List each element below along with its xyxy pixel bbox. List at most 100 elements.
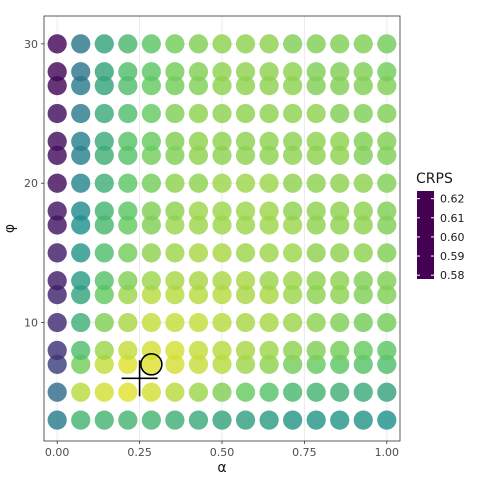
data-point [377, 131, 397, 152]
data-point [188, 285, 209, 305]
data-point [141, 285, 161, 305]
data-point [235, 173, 256, 193]
data-point [188, 340, 209, 361]
data-point [165, 215, 185, 235]
data-point [330, 62, 350, 82]
data-point [47, 173, 67, 193]
data-point [94, 312, 114, 333]
data-point [306, 62, 326, 82]
data-point [212, 145, 232, 165]
data-point [47, 145, 67, 165]
data-point [377, 340, 397, 361]
data-point [47, 340, 67, 361]
data-point [141, 145, 161, 165]
data-point [330, 76, 350, 96]
data-point [71, 173, 91, 193]
data-point [377, 382, 397, 402]
data-point [259, 410, 279, 430]
data-point [188, 243, 209, 263]
data-point [47, 354, 67, 374]
data-point [283, 34, 303, 54]
data-point [118, 243, 138, 263]
data-point [259, 271, 279, 291]
data-point [235, 62, 256, 82]
data-point [353, 271, 373, 291]
data-point [94, 340, 114, 361]
data-point [94, 34, 114, 54]
data-point [94, 62, 114, 82]
data-point [353, 285, 373, 305]
data-point [212, 354, 232, 374]
y-axis-title: φ [2, 224, 18, 233]
legend-ticks: 0.62 0.61 0.60 0.59 0.58 [417, 193, 465, 282]
data-point [94, 145, 114, 165]
data-point [353, 410, 373, 430]
data-point [377, 215, 397, 235]
data-point [330, 173, 350, 193]
data-point [306, 34, 326, 54]
data-point [353, 354, 373, 374]
data-point [212, 131, 232, 152]
data-point [259, 103, 279, 124]
data-point [141, 410, 161, 430]
data-point [283, 285, 303, 305]
data-point [259, 201, 279, 221]
data-point [235, 131, 256, 152]
data-point [118, 103, 138, 124]
data-point [47, 410, 67, 430]
data-point [141, 243, 161, 263]
data-point [283, 131, 303, 152]
data-point [283, 173, 303, 193]
data-point [165, 285, 185, 305]
data-point [306, 243, 326, 263]
data-point [188, 382, 209, 402]
data-point [235, 103, 256, 124]
data-point [353, 76, 373, 96]
data-point [377, 145, 397, 165]
data-point [212, 271, 232, 291]
data-point [235, 382, 256, 402]
data-point [118, 62, 138, 82]
data-point [330, 340, 350, 361]
data-point [47, 271, 67, 291]
data-point [118, 173, 138, 193]
data-point [212, 312, 232, 333]
data-point [71, 382, 91, 402]
data-point [330, 312, 350, 333]
data-point [353, 201, 373, 221]
data-point [141, 215, 161, 235]
data-point [71, 243, 91, 263]
data-point [306, 201, 326, 221]
data-point [330, 145, 350, 165]
data-point [353, 145, 373, 165]
data-point [71, 76, 91, 96]
data-point [306, 103, 326, 124]
data-point [141, 201, 161, 221]
data-point [235, 312, 256, 333]
data-point [259, 215, 279, 235]
data-point [306, 340, 326, 361]
data-point [212, 103, 232, 124]
data-point [94, 131, 114, 152]
data-point [259, 340, 279, 361]
data-point [47, 201, 67, 221]
data-point [47, 103, 67, 124]
data-point [306, 173, 326, 193]
data-point [165, 76, 185, 96]
data-point [141, 103, 161, 124]
data-point [283, 103, 303, 124]
data-point [94, 243, 114, 263]
x-tick-label: 0.75 [292, 446, 317, 459]
data-point [283, 354, 303, 374]
data-point [188, 131, 209, 152]
data-point [165, 271, 185, 291]
data-point [165, 340, 185, 361]
data-point [47, 215, 67, 235]
data-point [353, 340, 373, 361]
data-point [47, 285, 67, 305]
data-point [165, 201, 185, 221]
data-point [330, 354, 350, 374]
data-point [94, 285, 114, 305]
x-tick-label: 0.50 [210, 446, 235, 459]
data-point [141, 34, 161, 54]
